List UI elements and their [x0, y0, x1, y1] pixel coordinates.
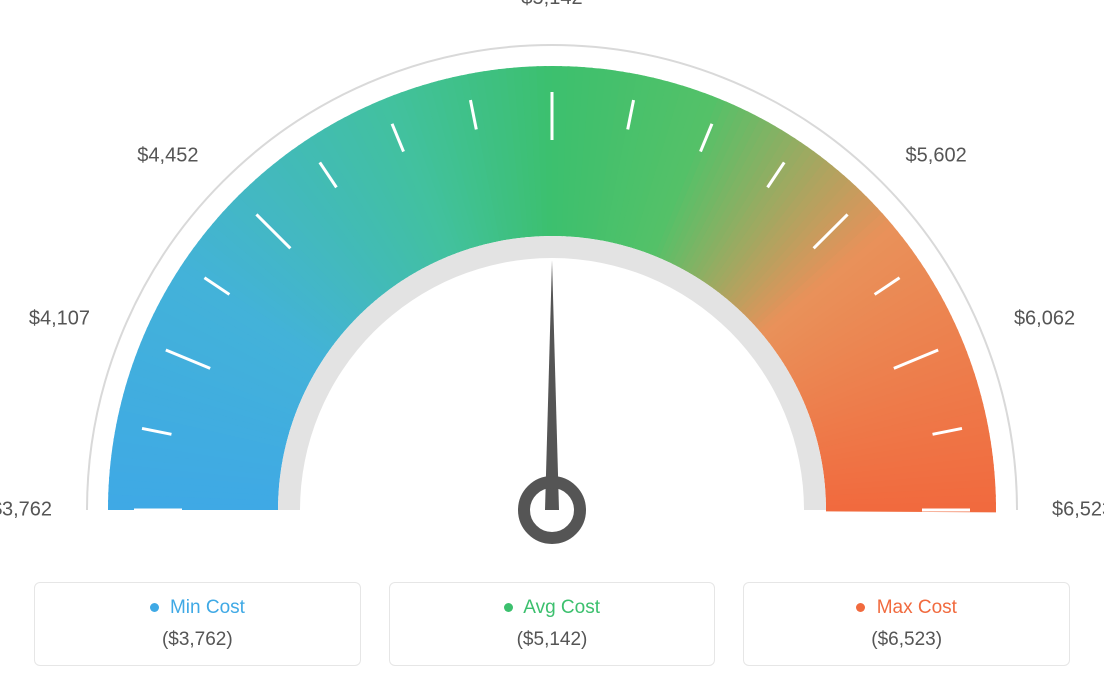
- min-cost-title-row: Min Cost: [43, 597, 352, 619]
- max-cost-title: Max Cost: [877, 597, 957, 618]
- gauge-tick-label: $5,602: [906, 145, 967, 168]
- max-cost-dot-icon: [856, 603, 865, 612]
- gauge-tick-label: $3,762: [0, 499, 52, 522]
- avg-cost-value: ($5,142): [398, 629, 707, 651]
- gauge-svg: [0, 0, 1104, 560]
- avg-cost-card: Avg Cost ($5,142): [389, 582, 716, 666]
- gauge-tick-label: $4,107: [29, 307, 90, 330]
- gauge-tick-label: $5,142: [521, 0, 582, 10]
- avg-cost-dot-icon: [504, 603, 513, 612]
- max-cost-title-row: Max Cost: [752, 597, 1061, 619]
- gauge-tick-label: $6,062: [1014, 307, 1075, 330]
- gauge-chart-container: $3,762 $4,107 $4,452 $5,142 $5,602 $6,062 $6,5…: [0, 0, 1104, 690]
- min-cost-title: Min Cost: [170, 597, 245, 618]
- gauge-tick-label: $4,452: [137, 145, 198, 168]
- min-cost-value: ($3,762): [43, 629, 352, 651]
- summary-row: Min Cost ($3,762) Avg Cost ($5,142) Max …: [34, 582, 1070, 666]
- min-cost-dot-icon: [150, 603, 159, 612]
- avg-cost-title-row: Avg Cost: [398, 597, 707, 619]
- max-cost-value: ($6,523): [752, 629, 1061, 651]
- max-cost-card: Max Cost ($6,523): [743, 582, 1070, 666]
- avg-cost-title: Avg Cost: [523, 597, 600, 618]
- gauge-tick-label: $6,523: [1052, 499, 1104, 522]
- gauge-area: $3,762 $4,107 $4,452 $5,142 $5,602 $6,062 $6,5…: [0, 0, 1104, 560]
- min-cost-card: Min Cost ($3,762): [34, 582, 361, 666]
